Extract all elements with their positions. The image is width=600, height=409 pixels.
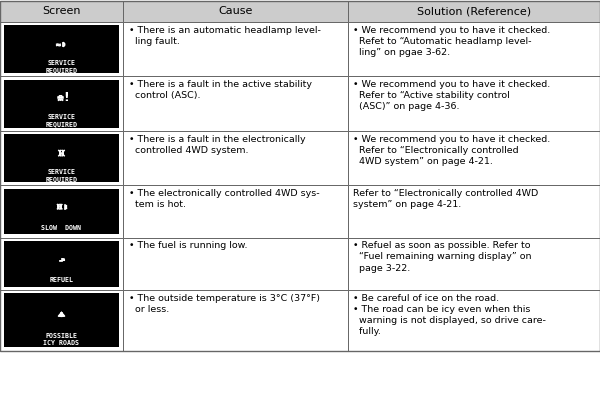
- Bar: [4, 80, 119, 128]
- Bar: [348, 290, 600, 351]
- Bar: [58, 97, 62, 98]
- Bar: [348, 185, 600, 238]
- Text: • The electronically controlled 4WD sys-
  tem is hot.: • The electronically controlled 4WD sys-…: [129, 189, 320, 209]
- Bar: [123, 290, 348, 351]
- Text: SERVICE
REQUIRED: SERVICE REQUIRED: [46, 169, 77, 182]
- Bar: [123, 131, 348, 185]
- Text: Cause: Cause: [218, 7, 253, 16]
- Text: • The outside temperature is 3°C (37°F)
  or less.: • The outside temperature is 3°C (37°F) …: [129, 294, 320, 314]
- Text: • We recommend you to have it checked.
  Refer to “Electronically controlled
  4: • We recommend you to have it checked. R…: [353, 135, 550, 166]
- Bar: [0, 131, 123, 185]
- Bar: [0, 1, 600, 351]
- Text: • We recommend you to have it checked.
  Refer to “Active stability control
  (A: • We recommend you to have it checked. R…: [353, 80, 550, 111]
- Bar: [0, 1, 123, 22]
- Text: SERVICE
REQUIRED: SERVICE REQUIRED: [46, 60, 77, 73]
- Text: SLOW  DOWN: SLOW DOWN: [41, 225, 82, 231]
- Bar: [123, 1, 348, 22]
- Bar: [4, 293, 119, 347]
- Text: • Refuel as soon as possible. Refer to
  “Fuel remaining warning display” on
  p: • Refuel as soon as possible. Refer to “…: [353, 241, 532, 272]
- Bar: [4, 134, 119, 182]
- Bar: [0, 76, 123, 131]
- Bar: [348, 76, 600, 131]
- Text: REFUEL: REFUEL: [49, 277, 74, 283]
- Text: Screen: Screen: [42, 7, 81, 16]
- Text: SERVICE
REQUIRED: SERVICE REQUIRED: [46, 115, 77, 128]
- Bar: [0, 290, 123, 351]
- Bar: [4, 189, 119, 234]
- Text: • There is a fault in the electronically
  controlled 4WD system.: • There is a fault in the electronically…: [129, 135, 305, 155]
- Bar: [0, 22, 123, 76]
- Bar: [123, 185, 348, 238]
- Bar: [348, 1, 600, 22]
- Bar: [0, 185, 123, 238]
- Bar: [348, 22, 600, 76]
- Text: • There is a fault in the active stability
  control (ASC).: • There is a fault in the active stabili…: [129, 80, 312, 100]
- Bar: [4, 241, 119, 287]
- Text: !: !: [63, 92, 68, 104]
- Bar: [0, 238, 123, 290]
- Text: • There is an automatic headlamp level-
  ling fault.: • There is an automatic headlamp level- …: [129, 26, 321, 46]
- Bar: [348, 238, 600, 290]
- Bar: [123, 76, 348, 131]
- Bar: [123, 22, 348, 76]
- Text: • Be careful of ice on the road.
• The road can be icy even when this
  warning : • Be careful of ice on the road. • The r…: [353, 294, 545, 336]
- Bar: [59, 258, 62, 260]
- Text: • The fuel is running low.: • The fuel is running low.: [129, 241, 248, 250]
- Text: Solution (Reference): Solution (Reference): [417, 7, 531, 16]
- Bar: [348, 131, 600, 185]
- Bar: [123, 238, 348, 290]
- Text: Refer to “Electronically controlled 4WD
system” on page 4-21.: Refer to “Electronically controlled 4WD …: [353, 189, 538, 209]
- Bar: [59, 258, 62, 261]
- Text: POSSIBLE
ICY ROADS: POSSIBLE ICY ROADS: [43, 333, 79, 346]
- Bar: [4, 25, 119, 73]
- Text: • We recommend you to have it checked.
  Refet to “Automatic headlamp level-
  l: • We recommend you to have it checked. R…: [353, 26, 550, 57]
